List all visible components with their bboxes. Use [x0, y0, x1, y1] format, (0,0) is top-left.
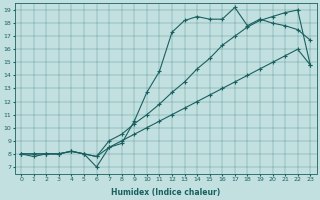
- X-axis label: Humidex (Indice chaleur): Humidex (Indice chaleur): [111, 188, 220, 197]
